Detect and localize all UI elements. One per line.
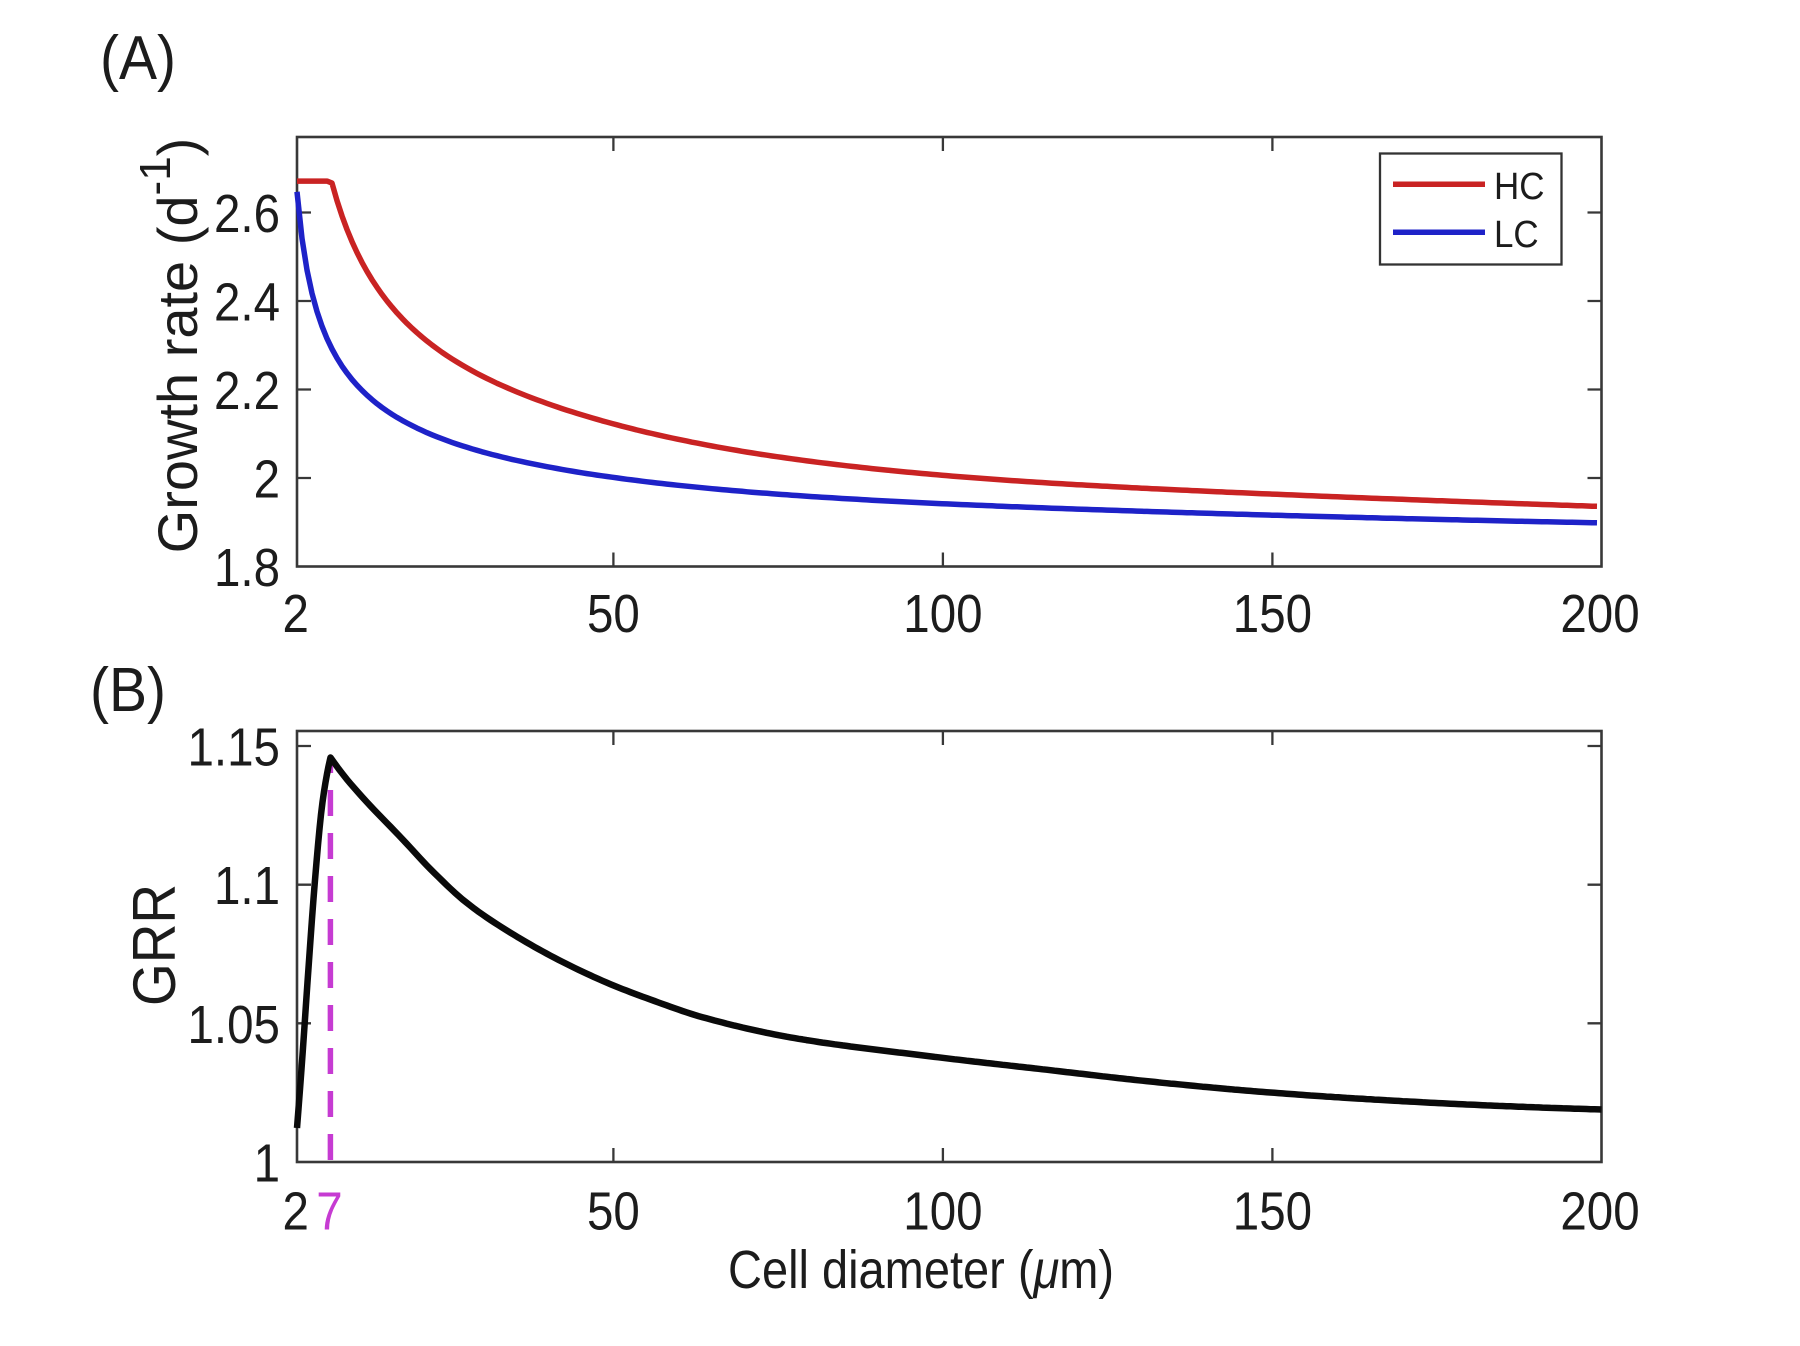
svg-text:7: 7 [316, 1181, 342, 1242]
svg-text:2.6: 2.6 [214, 183, 280, 244]
svg-text:2: 2 [282, 1181, 308, 1242]
svg-text:100: 100 [903, 583, 982, 644]
svg-text:2.4: 2.4 [214, 272, 280, 333]
svg-text:GRR: GRR [121, 884, 188, 1006]
svg-text:LC: LC [1494, 213, 1539, 256]
svg-text:HC: HC [1494, 165, 1544, 208]
svg-text:2: 2 [282, 583, 308, 644]
svg-text:1: 1 [254, 1133, 280, 1194]
svg-text:1.1: 1.1 [214, 855, 280, 916]
svg-text:2: 2 [254, 449, 280, 510]
svg-text:100: 100 [903, 1181, 982, 1242]
svg-text:200: 200 [1560, 1181, 1639, 1242]
svg-text:(B): (B) [90, 655, 166, 725]
svg-text:2.2: 2.2 [214, 360, 280, 421]
svg-text:Cell diameter (μm): Cell diameter (μm) [728, 1239, 1114, 1300]
svg-text:1.8: 1.8 [214, 537, 280, 598]
svg-text:150: 150 [1233, 583, 1312, 644]
svg-text:50: 50 [587, 1181, 640, 1242]
svg-text:1.15: 1.15 [188, 717, 280, 778]
svg-text:(A): (A) [100, 23, 176, 93]
svg-text:1.05: 1.05 [188, 994, 280, 1055]
svg-text:150: 150 [1233, 1181, 1312, 1242]
svg-text:200: 200 [1560, 583, 1639, 644]
svg-text:50: 50 [587, 583, 640, 644]
